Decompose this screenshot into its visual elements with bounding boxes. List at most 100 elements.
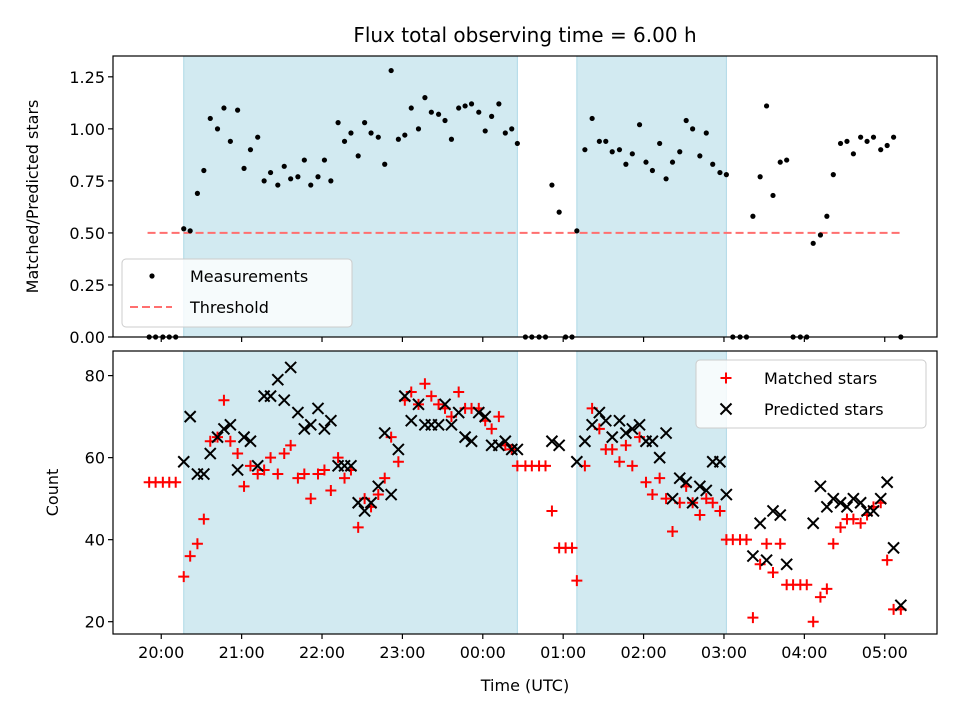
predicted-star-point (271, 373, 285, 386)
matched-star-point (847, 513, 859, 525)
measurement-point (589, 115, 595, 122)
matched-star-point (620, 439, 632, 451)
matched-star-point (170, 476, 182, 488)
measurement-point (669, 159, 676, 165)
matched-star-point (352, 521, 364, 533)
measurement-point (683, 117, 689, 124)
matched-star-point (566, 542, 578, 554)
predicted-star-point (458, 430, 472, 444)
measurement-point (837, 140, 844, 147)
matched-star-point (372, 489, 384, 501)
predicted-star-point (378, 426, 391, 440)
count-panel-y-ticks: 20 40 60 80 (85, 367, 113, 632)
ratio-panel-y-axis-label: Matched/Predicted stars (23, 100, 42, 294)
matched-star-points (143, 378, 907, 628)
predicted-star-point (452, 406, 465, 419)
matched-star-point (881, 554, 893, 566)
matched-star-point (821, 583, 833, 595)
predicted-star-point (578, 435, 592, 448)
x-tick-label: 23:00 (379, 643, 425, 662)
measurement-point (496, 101, 502, 107)
measurement-point (402, 132, 408, 138)
measurement-point (850, 151, 856, 157)
predicted-star-point (746, 549, 760, 563)
matched-star-point (379, 472, 391, 484)
matched-star-point (191, 538, 203, 550)
predicted-star-point (511, 443, 524, 456)
measurement-point (422, 95, 428, 101)
legend-marker-predicted (719, 402, 733, 416)
predicted-star-point (887, 541, 900, 555)
measurement-point (824, 213, 830, 219)
predicted-star-point (264, 389, 277, 403)
measurement-point (703, 130, 709, 136)
measurement-point (267, 169, 274, 176)
predicted-star-point (593, 406, 606, 419)
x-tick-label: 01:00 (540, 643, 586, 662)
measurement-point (603, 138, 609, 144)
matched-star-point (305, 493, 317, 505)
matched-star-point (814, 591, 826, 603)
measurement-point (261, 178, 267, 184)
count-panel-frame (112, 350, 938, 635)
legend-box (121, 258, 353, 328)
ratio-panel-y-ticks: 0.00 0.25 0.50 0.75 1.00 1.25 (69, 68, 113, 347)
measurement-point (221, 105, 227, 111)
measurement-point (649, 167, 656, 174)
predicted-star-point (894, 599, 908, 612)
predicted-star-point (278, 394, 291, 407)
predicted-star-point (774, 508, 787, 522)
matched-star-point (774, 538, 786, 550)
predicted-star-point (438, 398, 452, 411)
measurement-point (362, 120, 368, 126)
y-tick-label: 1.00 (69, 120, 105, 139)
measurement-point (690, 126, 696, 132)
matched-star-point (761, 538, 773, 550)
measurement-point (408, 105, 414, 111)
matched-star-point (265, 452, 277, 464)
predicted-star-point (713, 455, 727, 468)
predicted-star-point (613, 414, 626, 427)
measurement-point (878, 147, 884, 153)
predicted-star-point (679, 476, 693, 489)
predicted-star-point (806, 517, 820, 530)
measurement-point (321, 157, 328, 163)
matched-star-point (392, 456, 404, 468)
measurement-point (435, 111, 442, 117)
measurement-point (763, 103, 770, 109)
matched-star-point (540, 460, 551, 472)
matched-star-point (606, 443, 618, 455)
predicted-star-point (224, 418, 237, 432)
predicted-star-point (318, 422, 331, 436)
y-tick-label: 60 (85, 449, 105, 468)
measurement-point (382, 161, 388, 167)
legend-marker-measurements (149, 273, 155, 279)
matched-star-point (827, 538, 839, 550)
predicted-star-point (619, 426, 633, 440)
predicted-star-point (237, 430, 251, 444)
measurement-point (442, 117, 448, 124)
matched-star-point (433, 398, 445, 410)
measurement-point (181, 226, 187, 232)
predicted-star-point (412, 398, 425, 411)
measurement-point (194, 190, 201, 196)
measurement-point (375, 134, 381, 140)
predicted-star-point (384, 488, 398, 501)
predicted-star-point (834, 496, 847, 509)
observing-windows-bottom (183, 350, 727, 635)
matched-star-point (700, 493, 712, 505)
predicted-star-point (814, 480, 827, 493)
matched-star-point (278, 448, 290, 460)
matched-star-point (493, 411, 505, 423)
predicted-star-point (646, 435, 659, 448)
measurement-point (255, 134, 261, 140)
measurement-point (890, 134, 897, 140)
y-tick-label: 80 (85, 367, 105, 386)
measurement-point (502, 130, 508, 136)
x-tick-label: 21:00 (219, 643, 265, 662)
legend-box (695, 359, 927, 429)
predicted-star-point (478, 410, 492, 423)
predicted-star-point (874, 492, 887, 505)
matched-star-point (419, 378, 431, 390)
x-tick-label: 05:00 (862, 643, 908, 662)
